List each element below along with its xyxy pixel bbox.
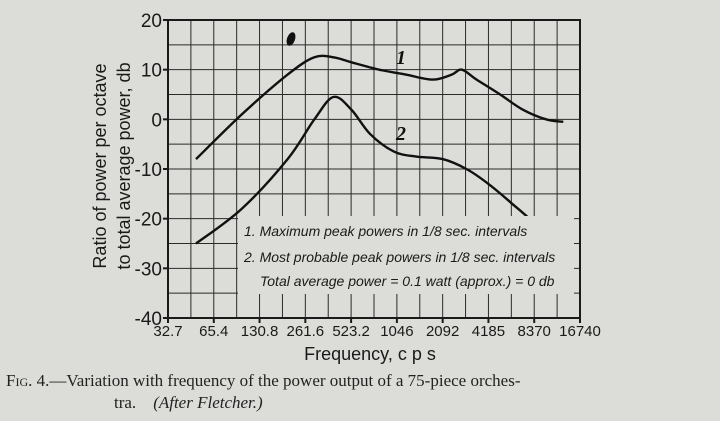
y-tick-labels: 20 10 0 -10 -20 -30 -40 [135,11,168,330]
y-tick-label: -10 [135,160,162,181]
caption-line-2: tra. [114,393,137,412]
x-axis-label: Frequency, c p s [304,344,436,364]
ink-blot [286,32,296,46]
x-tick-label: 16740 [559,323,601,340]
series-layer [195,54,567,269]
series-label-1: 1 [396,47,406,69]
legend-entry-1: 1. Maximum peak powers in 1/8 sec. inter… [244,223,527,239]
x-tick-label: 2092 [426,323,459,340]
caption-line-1: —Variation with frequency of the power o… [49,371,521,390]
x-tick-label: 523.2 [332,323,370,340]
legend-note: Total average power = 0.1 watt (approx.)… [260,273,555,289]
y-tick-label: -40 [135,309,162,330]
x-tick-label: 1046 [380,323,413,340]
y-tick-label: 0 [151,110,162,131]
figure-number: Fig. 4. [6,371,50,390]
series-line-1 [195,54,564,160]
series-label-2: 2 [395,123,406,145]
y-tick-label: -20 [135,210,162,231]
y-tick-label: -30 [135,259,162,280]
y-axis-label-line1: Ratio of power per octave [90,63,110,268]
y-axis-label-line2: to total average power, db [114,62,134,269]
x-tick-label: 261.6 [287,323,325,340]
legend-box: 1. Maximum peak powers in 1/8 sec. inter… [238,216,574,294]
x-tick-label: 32.7 [153,323,182,340]
x-tick-label: 4185 [472,323,505,340]
x-tick-label: 130.8 [241,323,279,340]
series-labels: 12 [395,47,406,145]
y-tick-label: 10 [141,61,162,82]
caption-credit: (After Fletcher.) [153,393,263,412]
legend-entry-2: 2. Most probable peak powers in 1/8 sec.… [243,249,555,265]
x-tick-label: 65.4 [199,323,228,340]
x-tick-label: 8370 [518,323,551,340]
figure-caption: Fig. 4.—Variation with frequency of the … [6,370,712,414]
series-line-2 [195,95,567,269]
x-tick-labels: 32.7 65.4 130.8 261.6 523.2 1046 2092 4185 8370 1… [153,318,601,340]
y-tick-label: 20 [141,11,162,32]
